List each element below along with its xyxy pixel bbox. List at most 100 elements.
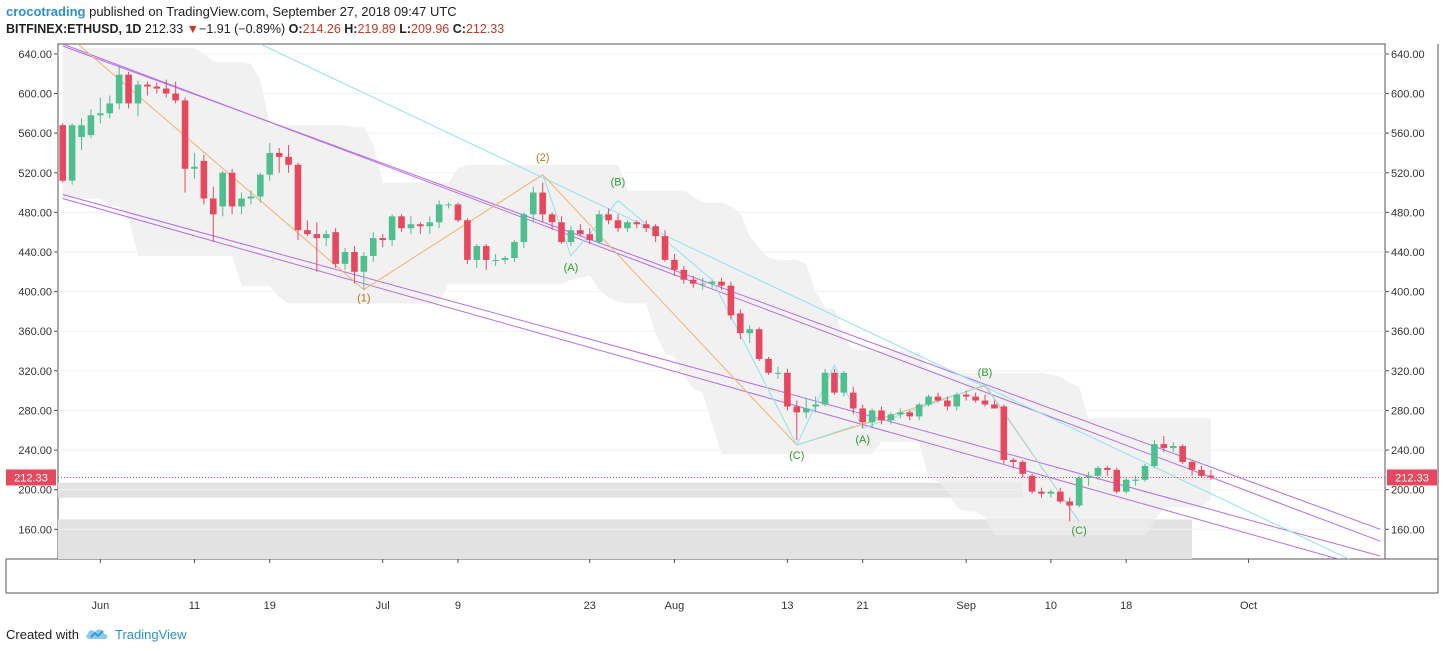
candle-body (784, 372, 791, 407)
candle (624, 220, 631, 233)
candle-body (115, 74, 123, 104)
candle-body (285, 156, 292, 165)
publish-info: crocotrading published on TradingView.co… (6, 4, 457, 19)
candle-body (454, 204, 462, 221)
right-price-axis[interactable]: 640.00 600.00 560.00 520.00 480.00 440.00 400.… (1385, 49, 1425, 536)
candle (774, 366, 782, 379)
candle (887, 412, 895, 425)
publish-text: published on TradingView.com, September … (89, 4, 457, 19)
candle-body (727, 285, 735, 316)
price-grid (58, 53, 1385, 530)
candle (897, 408, 904, 419)
candle (793, 400, 801, 441)
low-label: L: (399, 22, 412, 36)
candle (238, 192, 245, 215)
candle (379, 234, 386, 248)
y-tick-label: 480.00 (1391, 207, 1425, 219)
x-tick-label: 21 (857, 600, 869, 612)
down-arrow-icon: ▼ (186, 22, 200, 36)
candle-body (746, 329, 754, 334)
wave-label: (B) (611, 177, 626, 189)
candle (1066, 497, 1074, 522)
symbol-label[interactable]: BITFINEX:ETHUSD, 1D (6, 22, 142, 36)
candle-body (1169, 446, 1177, 449)
y-tick-label: 360.00 (1391, 326, 1425, 338)
candle (567, 226, 575, 247)
wave-annotations: (1) (2) (A) (B) (C) (A) (B) (C) (357, 152, 1087, 537)
candle-body (859, 408, 866, 423)
candle-body (87, 115, 95, 136)
x-tick-label: 11 (189, 600, 200, 612)
candle-body (191, 166, 198, 169)
candle (868, 408, 876, 429)
left-price-axis[interactable]: 640.00 600.00 560.00 520.00 480.00 440.00 400.… (18, 49, 58, 536)
tradingview-link[interactable]: TradingView (114, 627, 187, 642)
tradingview-cloud-icon[interactable] (85, 626, 109, 643)
last-price-label-right: 212.33 (1395, 472, 1429, 484)
candle-body (125, 74, 132, 104)
candle-body (661, 236, 669, 260)
y-tick-label: 600.00 (1391, 89, 1425, 101)
trend-line (62, 194, 1381, 557)
author-link[interactable]: crocotrading (6, 4, 86, 19)
candle (934, 392, 942, 403)
candle (1113, 467, 1121, 494)
candle (1028, 473, 1036, 494)
candle (181, 97, 189, 193)
candle-body (718, 281, 725, 286)
candle (1019, 459, 1026, 478)
time-axis[interactable]: Jun 11 19 Jul 9 23 Aug 13 21 Sep 10 18 Oct (91, 559, 1257, 612)
y-tick-label: 320.00 (18, 366, 52, 378)
candle (802, 398, 810, 419)
candle (1198, 465, 1205, 478)
wave-label: (A) (855, 434, 870, 446)
high-label: H: (344, 22, 358, 36)
candle (981, 394, 989, 407)
candle (332, 228, 339, 268)
candle-body (351, 251, 358, 272)
y-tick-label: 400.00 (1391, 287, 1425, 299)
candle (228, 168, 236, 215)
candle (661, 230, 669, 262)
candle-body (59, 125, 66, 181)
x-tick-label: Oct (1240, 600, 1257, 612)
candle (162, 79, 170, 98)
candle (473, 244, 481, 268)
candle (78, 118, 85, 150)
candle (718, 277, 725, 290)
y-tick-label: 320.00 (1391, 366, 1425, 378)
candle-body (1132, 479, 1139, 481)
candle-body (266, 152, 274, 175)
candle-body (624, 222, 631, 229)
y-tick-label: 200.00 (1391, 485, 1425, 497)
candle (1141, 463, 1149, 482)
candle-body (878, 410, 885, 421)
x-tick-label: 18 (1120, 600, 1132, 612)
candle (831, 368, 838, 395)
candle-body (944, 400, 951, 407)
candle (144, 81, 151, 96)
candle (1207, 469, 1215, 480)
candle-body (671, 259, 678, 270)
candle-body (953, 394, 961, 407)
low-value: 209.96 (411, 22, 450, 36)
candle-body (708, 281, 716, 284)
candle (972, 392, 979, 403)
candle-body (539, 192, 546, 215)
candle-body (1085, 475, 1092, 478)
y-tick-label: 560.00 (18, 128, 52, 140)
candle (614, 214, 622, 233)
candle-body (915, 404, 923, 417)
candle (1009, 457, 1017, 468)
wave-label: (B) (978, 367, 993, 379)
candle-body (473, 246, 481, 260)
candle (266, 143, 274, 181)
candle-body (492, 259, 499, 261)
candle (859, 404, 866, 429)
candle (737, 309, 744, 340)
candle-body (464, 220, 471, 260)
candle-body (482, 246, 490, 260)
x-tick-label: 10 (1045, 600, 1057, 612)
candle-body (558, 222, 565, 243)
